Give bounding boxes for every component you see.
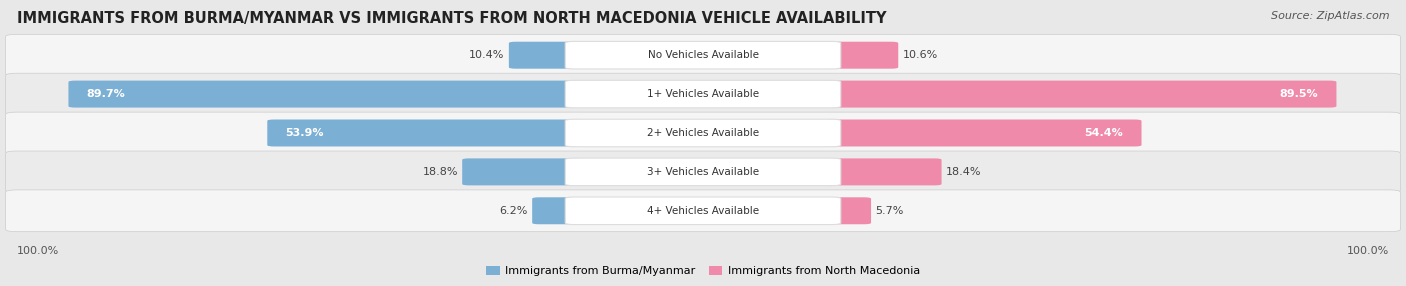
Text: 18.8%: 18.8% <box>422 167 458 177</box>
FancyBboxPatch shape <box>6 34 1400 76</box>
Text: 18.4%: 18.4% <box>946 167 981 177</box>
Text: 1+ Vehicles Available: 1+ Vehicles Available <box>647 89 759 99</box>
Text: 89.7%: 89.7% <box>87 89 125 99</box>
Text: 100.0%: 100.0% <box>17 246 59 256</box>
Text: IMMIGRANTS FROM BURMA/MYANMAR VS IMMIGRANTS FROM NORTH MACEDONIA VEHICLE AVAILAB: IMMIGRANTS FROM BURMA/MYANMAR VS IMMIGRA… <box>17 11 886 26</box>
Text: 3+ Vehicles Available: 3+ Vehicles Available <box>647 167 759 177</box>
FancyBboxPatch shape <box>533 197 581 224</box>
FancyBboxPatch shape <box>69 81 581 108</box>
Text: 10.4%: 10.4% <box>470 50 505 60</box>
FancyBboxPatch shape <box>6 151 1400 193</box>
FancyBboxPatch shape <box>267 120 581 146</box>
FancyBboxPatch shape <box>565 158 841 186</box>
FancyBboxPatch shape <box>825 120 1142 146</box>
FancyBboxPatch shape <box>565 41 841 69</box>
FancyBboxPatch shape <box>825 81 1337 108</box>
FancyBboxPatch shape <box>6 190 1400 232</box>
FancyBboxPatch shape <box>6 73 1400 115</box>
Text: 6.2%: 6.2% <box>499 206 529 216</box>
Text: Source: ZipAtlas.com: Source: ZipAtlas.com <box>1271 11 1389 21</box>
Text: 100.0%: 100.0% <box>1347 246 1389 256</box>
FancyBboxPatch shape <box>463 158 581 185</box>
Text: 89.5%: 89.5% <box>1279 89 1319 99</box>
Text: 4+ Vehicles Available: 4+ Vehicles Available <box>647 206 759 216</box>
FancyBboxPatch shape <box>565 197 841 225</box>
FancyBboxPatch shape <box>825 197 872 224</box>
FancyBboxPatch shape <box>825 158 942 185</box>
Text: 54.4%: 54.4% <box>1084 128 1123 138</box>
Text: 10.6%: 10.6% <box>903 50 938 60</box>
FancyBboxPatch shape <box>565 119 841 147</box>
FancyBboxPatch shape <box>509 42 581 69</box>
FancyBboxPatch shape <box>565 80 841 108</box>
Legend: Immigrants from Burma/Myanmar, Immigrants from North Macedonia: Immigrants from Burma/Myanmar, Immigrant… <box>482 261 924 281</box>
Text: 53.9%: 53.9% <box>285 128 323 138</box>
Text: 2+ Vehicles Available: 2+ Vehicles Available <box>647 128 759 138</box>
Text: No Vehicles Available: No Vehicles Available <box>648 50 758 60</box>
FancyBboxPatch shape <box>6 112 1400 154</box>
Text: 5.7%: 5.7% <box>876 206 904 216</box>
FancyBboxPatch shape <box>825 42 898 69</box>
